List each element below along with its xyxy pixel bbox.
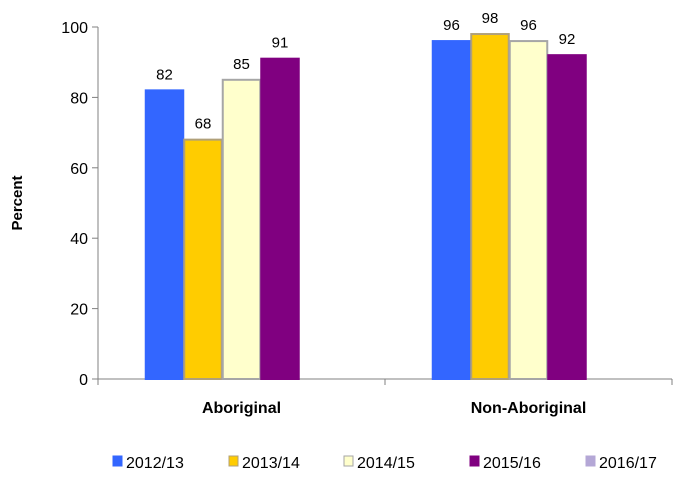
bar: [508, 40, 549, 381]
data-label: 98: [482, 10, 499, 27]
bar: [470, 33, 510, 380]
legend-swatch: [228, 455, 239, 467]
legend-label: 2016/17: [599, 455, 657, 472]
data-labels: 82 68 85 91 96 98 96 92: [156, 10, 575, 133]
bar: [183, 138, 223, 380]
y-tick-label: 0: [79, 372, 88, 389]
y-tick-label: 20: [70, 302, 88, 319]
bar: [221, 78, 262, 381]
legend-swatch: [469, 455, 480, 467]
y-tick-label: 40: [70, 231, 88, 248]
legend: 2012/13 2013/14 2014/15 2015/16 2016/17: [112, 455, 657, 472]
bars: [144, 33, 587, 381]
data-label: 92: [559, 31, 576, 48]
y-tick-label: 60: [70, 161, 88, 178]
y-tick-label: 80: [70, 90, 88, 107]
data-label: 96: [443, 17, 460, 34]
y-tick-label: 100: [61, 20, 88, 37]
x-category-label: Non-Aboriginal: [471, 400, 587, 417]
legend-label: 2012/13: [126, 455, 184, 472]
data-label: 85: [233, 56, 250, 73]
legend-label: 2013/14: [242, 455, 300, 472]
data-label: 82: [156, 66, 173, 83]
y-axis-title: Percent: [9, 175, 26, 230]
legend-label: 2015/16: [483, 455, 541, 472]
legend-swatch: [112, 455, 123, 467]
x-category-label: Aboriginal: [202, 400, 281, 417]
data-label: 68: [195, 116, 212, 133]
bar: [547, 54, 587, 380]
bar: [431, 40, 472, 381]
data-label: 91: [272, 35, 289, 52]
x-axis: Aboriginal Non-Aboriginal: [97, 378, 673, 417]
bar: [260, 57, 300, 381]
legend-label: 2014/15: [357, 455, 415, 472]
legend-swatch: [585, 455, 596, 467]
data-label: 96: [520, 17, 537, 34]
bar: [144, 89, 185, 381]
legend-swatch: [343, 455, 354, 467]
y-axis: 0 20 40 60 80 100: [61, 20, 99, 389]
